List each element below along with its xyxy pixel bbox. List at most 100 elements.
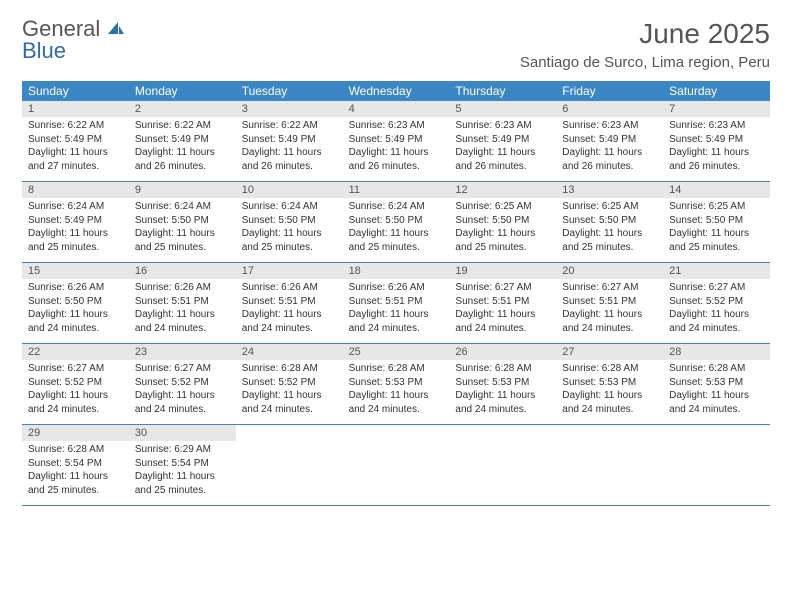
day-cell: 6Sunrise: 6:23 AMSunset: 5:49 PMDaylight… bbox=[556, 101, 663, 181]
day-number: 20 bbox=[556, 263, 663, 279]
day-cell: 23Sunrise: 6:27 AMSunset: 5:52 PMDayligh… bbox=[129, 344, 236, 424]
day-cell: 28Sunrise: 6:28 AMSunset: 5:53 PMDayligh… bbox=[663, 344, 770, 424]
day-cell: .. bbox=[663, 425, 770, 505]
sunrise-text: Sunrise: 6:29 AM bbox=[135, 443, 230, 457]
day-number: 1 bbox=[22, 101, 129, 117]
calendar-week: 22Sunrise: 6:27 AMSunset: 5:52 PMDayligh… bbox=[22, 344, 770, 425]
sunset-text: Sunset: 5:50 PM bbox=[455, 214, 550, 228]
day-body: Sunrise: 6:25 AMSunset: 5:50 PMDaylight:… bbox=[556, 198, 663, 262]
day-body: Sunrise: 6:26 AMSunset: 5:51 PMDaylight:… bbox=[129, 279, 236, 343]
sunrise-text: Sunrise: 6:24 AM bbox=[28, 200, 123, 214]
sunrise-text: Sunrise: 6:28 AM bbox=[28, 443, 123, 457]
day-number: 12 bbox=[449, 182, 556, 198]
logo: General Blue bbox=[22, 18, 126, 62]
sunrise-text: Sunrise: 6:27 AM bbox=[135, 362, 230, 376]
sunrise-text: Sunrise: 6:23 AM bbox=[455, 119, 550, 133]
day-cell: 9Sunrise: 6:24 AMSunset: 5:50 PMDaylight… bbox=[129, 182, 236, 262]
day-body: Sunrise: 6:24 AMSunset: 5:50 PMDaylight:… bbox=[236, 198, 343, 262]
day-body: Sunrise: 6:27 AMSunset: 5:51 PMDaylight:… bbox=[449, 279, 556, 343]
day-body: Sunrise: 6:28 AMSunset: 5:54 PMDaylight:… bbox=[22, 441, 129, 505]
sunset-text: Sunset: 5:49 PM bbox=[669, 133, 764, 147]
sunset-text: Sunset: 5:54 PM bbox=[28, 457, 123, 471]
sunrise-text: Sunrise: 6:24 AM bbox=[135, 200, 230, 214]
day-cell: 8Sunrise: 6:24 AMSunset: 5:49 PMDaylight… bbox=[22, 182, 129, 262]
header: General Blue June 2025 Santiago de Surco… bbox=[22, 18, 770, 71]
sunrise-text: Sunrise: 6:26 AM bbox=[349, 281, 444, 295]
day-number: 15 bbox=[22, 263, 129, 279]
day-body: Sunrise: 6:28 AMSunset: 5:52 PMDaylight:… bbox=[236, 360, 343, 424]
day-body: Sunrise: 6:24 AMSunset: 5:49 PMDaylight:… bbox=[22, 198, 129, 262]
daylight-text: Daylight: 11 hours and 25 minutes. bbox=[562, 227, 657, 254]
day-body: Sunrise: 6:25 AMSunset: 5:50 PMDaylight:… bbox=[449, 198, 556, 262]
daylight-text: Daylight: 11 hours and 24 minutes. bbox=[669, 308, 764, 335]
day-body: Sunrise: 6:29 AMSunset: 5:54 PMDaylight:… bbox=[129, 441, 236, 505]
day-number: 11 bbox=[343, 182, 450, 198]
daylight-text: Daylight: 11 hours and 24 minutes. bbox=[242, 389, 337, 416]
daylight-text: Daylight: 11 hours and 25 minutes. bbox=[455, 227, 550, 254]
daylight-text: Daylight: 11 hours and 26 minutes. bbox=[455, 146, 550, 173]
sunset-text: Sunset: 5:53 PM bbox=[349, 376, 444, 390]
sunset-text: Sunset: 5:49 PM bbox=[135, 133, 230, 147]
day-body: Sunrise: 6:23 AMSunset: 5:49 PMDaylight:… bbox=[449, 117, 556, 181]
weekday-label: Sunday bbox=[22, 81, 129, 101]
day-cell: .. bbox=[343, 425, 450, 505]
day-cell: 4Sunrise: 6:23 AMSunset: 5:49 PMDaylight… bbox=[343, 101, 450, 181]
day-cell: 5Sunrise: 6:23 AMSunset: 5:49 PMDaylight… bbox=[449, 101, 556, 181]
sunset-text: Sunset: 5:49 PM bbox=[455, 133, 550, 147]
sunset-text: Sunset: 5:51 PM bbox=[135, 295, 230, 309]
day-body: Sunrise: 6:27 AMSunset: 5:52 PMDaylight:… bbox=[22, 360, 129, 424]
daylight-text: Daylight: 11 hours and 24 minutes. bbox=[349, 308, 444, 335]
daylight-text: Daylight: 11 hours and 25 minutes. bbox=[242, 227, 337, 254]
daylight-text: Daylight: 11 hours and 25 minutes. bbox=[349, 227, 444, 254]
day-body: Sunrise: 6:28 AMSunset: 5:53 PMDaylight:… bbox=[663, 360, 770, 424]
daylight-text: Daylight: 11 hours and 24 minutes. bbox=[349, 389, 444, 416]
day-body: Sunrise: 6:23 AMSunset: 5:49 PMDaylight:… bbox=[556, 117, 663, 181]
daylight-text: Daylight: 11 hours and 26 minutes. bbox=[135, 146, 230, 173]
sunset-text: Sunset: 5:52 PM bbox=[135, 376, 230, 390]
sunrise-text: Sunrise: 6:28 AM bbox=[242, 362, 337, 376]
calendar: Sunday Monday Tuesday Wednesday Thursday… bbox=[22, 81, 770, 506]
day-body: Sunrise: 6:27 AMSunset: 5:51 PMDaylight:… bbox=[556, 279, 663, 343]
daylight-text: Daylight: 11 hours and 24 minutes. bbox=[669, 389, 764, 416]
sunrise-text: Sunrise: 6:25 AM bbox=[669, 200, 764, 214]
day-number: 8 bbox=[22, 182, 129, 198]
weekday-label: Monday bbox=[129, 81, 236, 101]
sunrise-text: Sunrise: 6:22 AM bbox=[135, 119, 230, 133]
sunrise-text: Sunrise: 6:27 AM bbox=[669, 281, 764, 295]
sunset-text: Sunset: 5:51 PM bbox=[455, 295, 550, 309]
day-body: Sunrise: 6:26 AMSunset: 5:50 PMDaylight:… bbox=[22, 279, 129, 343]
weeks-container: 1Sunrise: 6:22 AMSunset: 5:49 PMDaylight… bbox=[22, 101, 770, 506]
day-number: 16 bbox=[129, 263, 236, 279]
logo-text: General Blue bbox=[22, 18, 126, 62]
daylight-text: Daylight: 11 hours and 24 minutes. bbox=[135, 389, 230, 416]
day-cell: 15Sunrise: 6:26 AMSunset: 5:50 PMDayligh… bbox=[22, 263, 129, 343]
sunset-text: Sunset: 5:51 PM bbox=[242, 295, 337, 309]
day-cell: .. bbox=[556, 425, 663, 505]
day-number: 18 bbox=[343, 263, 450, 279]
day-number: 28 bbox=[663, 344, 770, 360]
sunrise-text: Sunrise: 6:27 AM bbox=[455, 281, 550, 295]
daylight-text: Daylight: 11 hours and 25 minutes. bbox=[669, 227, 764, 254]
day-number: 17 bbox=[236, 263, 343, 279]
day-number: 10 bbox=[236, 182, 343, 198]
daylight-text: Daylight: 11 hours and 26 minutes. bbox=[669, 146, 764, 173]
sunset-text: Sunset: 5:50 PM bbox=[242, 214, 337, 228]
day-cell: 14Sunrise: 6:25 AMSunset: 5:50 PMDayligh… bbox=[663, 182, 770, 262]
day-body: Sunrise: 6:28 AMSunset: 5:53 PMDaylight:… bbox=[556, 360, 663, 424]
page-title: June 2025 bbox=[520, 18, 770, 50]
day-body: Sunrise: 6:23 AMSunset: 5:49 PMDaylight:… bbox=[343, 117, 450, 181]
day-body: Sunrise: 6:22 AMSunset: 5:49 PMDaylight:… bbox=[22, 117, 129, 181]
daylight-text: Daylight: 11 hours and 24 minutes. bbox=[562, 308, 657, 335]
day-cell: 25Sunrise: 6:28 AMSunset: 5:53 PMDayligh… bbox=[343, 344, 450, 424]
sunrise-text: Sunrise: 6:28 AM bbox=[562, 362, 657, 376]
sunset-text: Sunset: 5:49 PM bbox=[28, 214, 123, 228]
day-number: 6 bbox=[556, 101, 663, 117]
sunrise-text: Sunrise: 6:23 AM bbox=[669, 119, 764, 133]
day-body: Sunrise: 6:25 AMSunset: 5:50 PMDaylight:… bbox=[663, 198, 770, 262]
day-number: 25 bbox=[343, 344, 450, 360]
day-cell: 2Sunrise: 6:22 AMSunset: 5:49 PMDaylight… bbox=[129, 101, 236, 181]
day-cell: 3Sunrise: 6:22 AMSunset: 5:49 PMDaylight… bbox=[236, 101, 343, 181]
sunset-text: Sunset: 5:50 PM bbox=[135, 214, 230, 228]
sunset-text: Sunset: 5:50 PM bbox=[562, 214, 657, 228]
daylight-text: Daylight: 11 hours and 26 minutes. bbox=[562, 146, 657, 173]
